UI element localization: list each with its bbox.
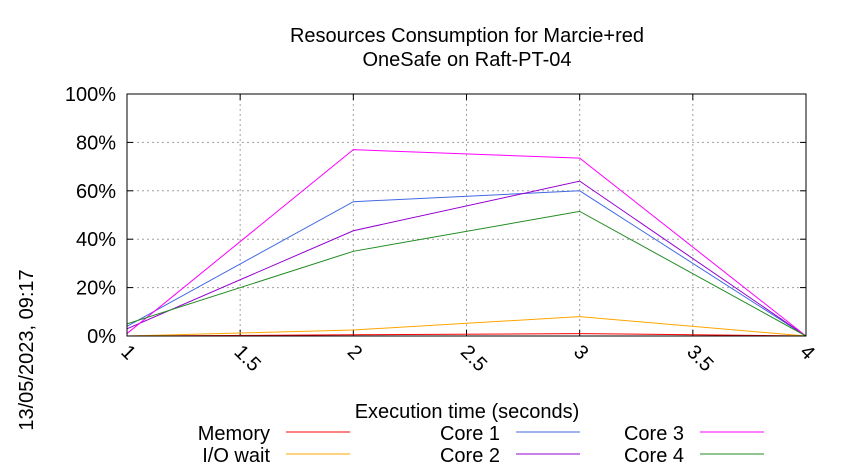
y-tick-label: 40% [76, 229, 116, 251]
series-line-core-1 [126, 190, 807, 337]
legend-item: Core 4 [624, 445, 764, 467]
chart-subtitle: OneSafe on Raft-PT-04 [362, 49, 571, 71]
legend-item: I/O wait [202, 445, 350, 467]
series-line-i-o-wait [126, 316, 807, 337]
legend-label: Core 3 [624, 423, 684, 445]
y-tick-label: 100% [65, 84, 116, 106]
x-tick-label: 1.5 [230, 341, 265, 376]
series-line-core-3 [126, 149, 807, 337]
x-tick-label: 2 [343, 341, 366, 364]
x-tick-label: 3.5 [682, 341, 717, 376]
legend-label: I/O wait [202, 445, 270, 467]
legend-item: Core 2 [440, 445, 580, 467]
y-tick-label: 60% [76, 181, 116, 203]
grid [127, 94, 806, 336]
legend-label: Core 4 [624, 445, 684, 467]
series-line-core-4 [126, 210, 807, 337]
timestamp-label: 13/05/2023, 09:17 [16, 269, 38, 430]
y-tick-label: 20% [76, 278, 116, 300]
x-tick-label: 2.5 [456, 341, 491, 376]
legend-label: Memory [198, 423, 270, 445]
legend-item: Memory [198, 423, 350, 445]
plot-area [126, 149, 807, 337]
x-tick-label: 1 [116, 341, 139, 364]
y-tick-label: 80% [76, 132, 116, 154]
x-axis-label: Execution time (seconds) [355, 401, 580, 423]
legend-label: Core 1 [440, 423, 500, 445]
x-tick-label: 4 [795, 341, 818, 364]
chart-title: Resources Consumption for Marcie+red [290, 25, 644, 47]
legend-item: Core 1 [440, 423, 580, 445]
y-axis: 0% 20% 40% 60% 80% 100% [65, 84, 806, 348]
series-line-core-2 [126, 180, 807, 337]
series-line-memory [126, 333, 807, 337]
legend-label: Core 2 [440, 445, 500, 467]
y-tick-label: 0% [87, 326, 116, 348]
plot-frame [126, 93, 807, 337]
legend-item: Core 3 [624, 423, 764, 445]
x-tick-label: 3 [569, 341, 592, 364]
